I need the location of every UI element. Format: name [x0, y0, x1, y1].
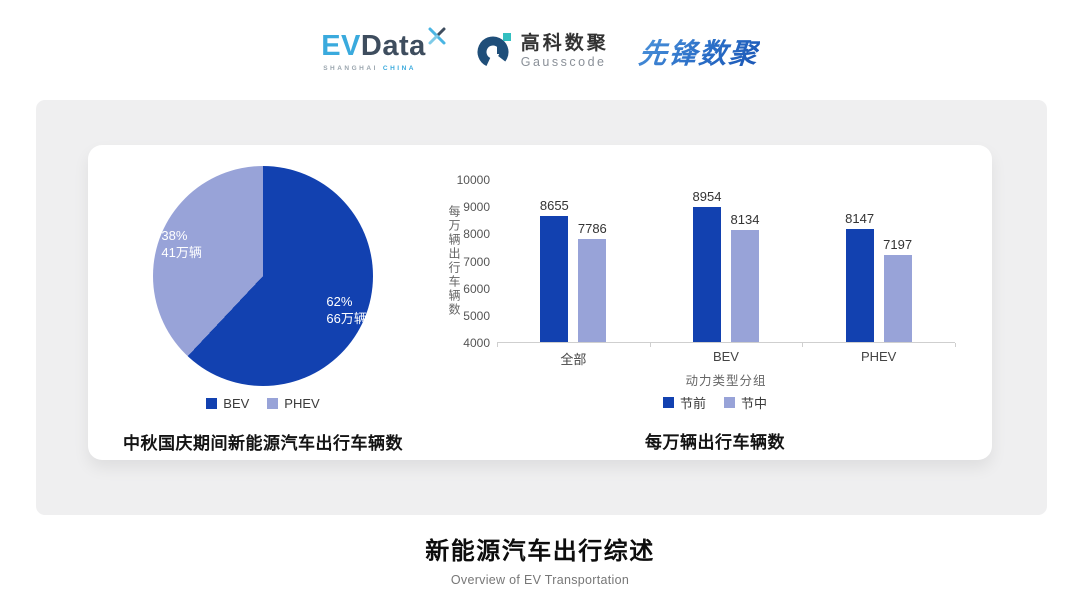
bar-y-axis-label: 每万辆出行车辆数 [447, 205, 461, 317]
footer: 新能源汽车出行综述 Overview of EV Transportation [0, 531, 1080, 587]
gausscode-en-text: Gausscode [520, 54, 607, 69]
bar-value-label: 7786 [577, 221, 607, 237]
phev-percent: 38% [161, 228, 188, 244]
footer-title: 新能源汽车出行综述 [425, 538, 655, 565]
bev-percent: 62% [326, 294, 353, 310]
axis-tick [497, 343, 498, 347]
gausscode-cn-text: 高科数聚 [520, 33, 609, 55]
bar-chart: 每万辆出行车辆数 8655 7786 8954 8134 8147 7197 全部 BEV P… [438, 165, 992, 388]
gausscode-text: 高科数聚 Gausscode [520, 33, 609, 70]
pioneer-logo: 先锋数聚 [637, 32, 761, 72]
bar-category-labels: 全部 BEV PHEV [497, 349, 955, 368]
bar: 7786 [578, 221, 607, 342]
legend-item: BEV [206, 396, 249, 411]
y-tick-label: 7000 [463, 254, 490, 269]
pie-chart: 38% 41万辆 62% 66万辆 [153, 166, 373, 386]
y-tick-label: 4000 [463, 336, 490, 350]
footer-subtitle: Overview of EV Transportation [450, 573, 630, 587]
bar: 8954 [693, 189, 721, 342]
bar-value-label: 7197 [883, 237, 913, 253]
evdata-shanghai-text: SHANGHAI [323, 65, 378, 72]
evdata-wordmark: EV Data [321, 27, 447, 62]
bar-section: 每万辆出行车辆数 8655 7786 8954 8134 8147 7197 全部 BEV P… [438, 145, 992, 460]
y-tick-label: 8000 [463, 227, 490, 242]
bar: 8134 [731, 212, 759, 342]
phev-value: 41万辆 [161, 245, 202, 261]
bar-value-label: 8655 [539, 197, 569, 213]
x-category-label: BEV [712, 349, 739, 364]
legend-swatch-icon [206, 398, 218, 409]
bar-chart-title: 每万辆出行车辆数 [645, 433, 785, 452]
axis-tick [802, 343, 804, 347]
header-logos: EV Data SHANGHAI CHINA [0, 22, 1080, 82]
evdata-data-text: Data [360, 30, 426, 62]
bar-plot-area: 8655 7786 8954 8134 8147 7197 [497, 180, 955, 343]
y-tick-label: 10000 [456, 173, 490, 187]
legend-label: 节中 [741, 396, 768, 411]
x-category-label: PHEV [860, 349, 897, 364]
bar-legend: 节前 节中 [438, 393, 992, 412]
pie-label-bev: 62% 66万辆 [326, 294, 366, 328]
evdata-x-star-icon [427, 26, 447, 50]
evdata-ev-text: EV [321, 30, 361, 62]
legend-item: PHEV [267, 396, 320, 411]
legend-label: 节前 [679, 396, 706, 411]
y-tick-label: 9000 [463, 200, 490, 215]
charts-card: 38% 41万辆 62% 66万辆 BEV PHEV 中秋国庆期间新能源汽车出行车… [88, 145, 992, 460]
bar-value-label: 8954 [692, 189, 722, 205]
y-tick-label: 6000 [463, 281, 490, 296]
gausscode-g-icon [477, 31, 513, 74]
bar-group: 8655 7786 [497, 180, 650, 342]
legend-swatch-icon [724, 397, 735, 408]
bar-value-label: 8147 [845, 211, 875, 227]
bar-x-axis-label: 动力类型分组 [685, 374, 767, 388]
legend-swatch-icon [267, 398, 279, 409]
legend-item: 节中 [724, 393, 767, 412]
legend-label: PHEV [284, 396, 320, 411]
content-panel: 38% 41万辆 62% 66万辆 BEV PHEV 中秋国庆期间新能源汽车出行车… [36, 100, 1047, 515]
evdata-china-text: CHINA [382, 65, 416, 72]
bar-group: 8147 7197 [802, 180, 955, 342]
x-category-label: 全部 [560, 352, 587, 367]
pie-legend: BEV PHEV [206, 396, 320, 411]
bar: 8147 [845, 211, 874, 342]
bar: 7197 [883, 237, 912, 342]
bar-group: 8954 8134 [650, 180, 803, 342]
evdata-subtitle: SHANGHAI CHINA [323, 65, 416, 72]
y-tick-label: 5000 [463, 308, 490, 323]
bar: 8655 [540, 198, 569, 342]
bar-value-label: 8134 [730, 211, 760, 227]
pie-label-phev: 38% 41万辆 [161, 228, 201, 262]
pie-section: 38% 41万辆 62% 66万辆 BEV PHEV 中秋国庆期间新能源汽车出行车… [88, 145, 438, 460]
gausscode-logo: 高科数聚 Gausscode [477, 31, 609, 74]
legend-item: 节前 [662, 393, 706, 412]
legend-swatch-icon [662, 397, 674, 408]
legend-label: BEV [223, 396, 250, 411]
axis-tick [955, 343, 956, 347]
axis-tick [649, 343, 651, 347]
pie-chart-title: 中秋国庆期间新能源汽车出行车辆数 [123, 434, 403, 453]
evdata-logo: EV Data SHANGHAI CHINA [321, 27, 447, 72]
bev-value: 66万辆 [326, 311, 367, 327]
